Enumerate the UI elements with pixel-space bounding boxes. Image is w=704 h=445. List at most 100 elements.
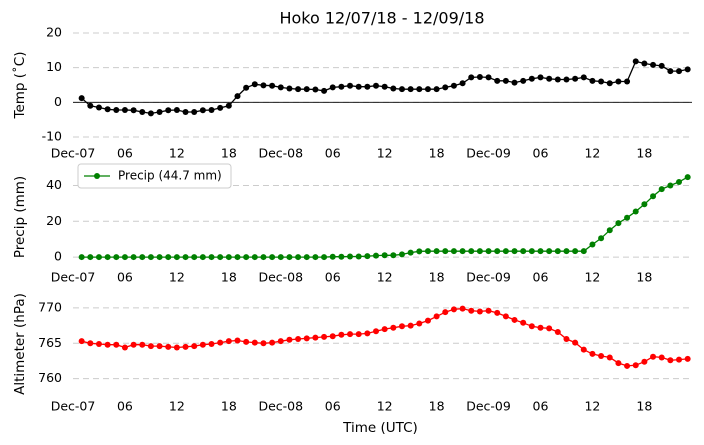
x-tick-label: 06 [325,146,341,161]
data-point [191,109,198,116]
data-point [650,61,657,68]
data-point [225,102,232,109]
data-point [381,252,388,259]
data-point [476,308,483,315]
data-point [390,324,397,331]
x-tick-label: 18 [636,399,652,414]
y-tick-label: 760 [38,370,62,385]
x-tick-label: 12 [169,146,185,161]
data-point [347,253,354,260]
data-point [450,82,457,89]
data-point [537,324,544,331]
x-tick-label: 18 [221,146,237,161]
data-point [398,86,405,93]
data-point [225,338,232,345]
data-point [130,107,137,114]
data-point [624,214,631,221]
data-point [182,343,189,350]
data-point [303,335,310,342]
data-point [615,78,622,85]
data-point [139,109,146,116]
y-axis-label: Temp (˚C) [11,52,28,120]
data-point [459,80,466,87]
x-tick-label: Dec-08 [258,146,303,161]
data-point [676,68,683,75]
data-point [424,317,431,324]
data-point [546,325,553,332]
data-point [554,248,561,255]
data-point [286,254,293,261]
data-point [199,107,206,114]
data-point [416,86,423,93]
data-point [416,320,423,327]
data-point [251,254,258,261]
data-point [658,186,665,193]
data-point [641,201,648,208]
data-point [632,58,639,65]
data-point [303,254,310,261]
data-point [494,248,501,255]
data-point [191,254,198,261]
y-tick-label: 40 [46,177,62,192]
data-point [286,85,293,92]
data-point [667,68,674,75]
data-point [130,254,137,261]
y-tick-label: 0 [54,249,62,264]
data-point [373,328,380,335]
data-point [433,248,440,255]
data-point [121,106,128,113]
x-tick-label: 06 [325,270,341,285]
data-point [78,95,85,102]
legend-box [77,163,232,189]
data-point [173,344,180,351]
data-point [95,104,102,111]
data-point [321,254,328,261]
data-point [520,77,527,84]
data-point [364,83,371,90]
data-point [468,307,475,314]
x-tick-label: 06 [117,146,133,161]
data-point [277,254,284,261]
x-tick-label: 06 [533,146,549,161]
data-point [251,81,258,88]
data-point [269,339,276,346]
data-point [615,360,622,367]
data-point [364,330,371,337]
y-tick-label: 0 [54,94,62,109]
data-point [312,334,319,341]
data-point [650,353,657,360]
data-point [684,174,691,181]
data-point [511,79,518,86]
y-tick-label: 770 [38,299,62,314]
data-point [528,248,535,255]
data-point [676,178,683,185]
data-point [468,248,475,255]
data-point [338,253,345,260]
data-point [537,248,544,255]
data-point [113,341,120,348]
data-point [485,74,492,81]
data-point [95,254,102,261]
data-point [269,254,276,261]
data-point [312,86,319,93]
data-point [572,339,579,346]
data-point [580,74,587,81]
y-tick-label: -10 [42,129,62,144]
data-point [606,227,613,234]
data-point [243,338,250,345]
data-point [563,76,570,83]
data-point [147,254,154,261]
data-point [398,251,405,258]
data-point [373,82,380,89]
data-point [121,344,128,351]
data-point [632,208,639,215]
data-point [658,354,665,361]
data-point [139,254,146,261]
data-point [520,319,527,326]
data-point [191,343,198,350]
data-point [165,343,172,350]
data-point [139,341,146,348]
x-tick-label: 12 [169,270,185,285]
data-point [182,254,189,261]
